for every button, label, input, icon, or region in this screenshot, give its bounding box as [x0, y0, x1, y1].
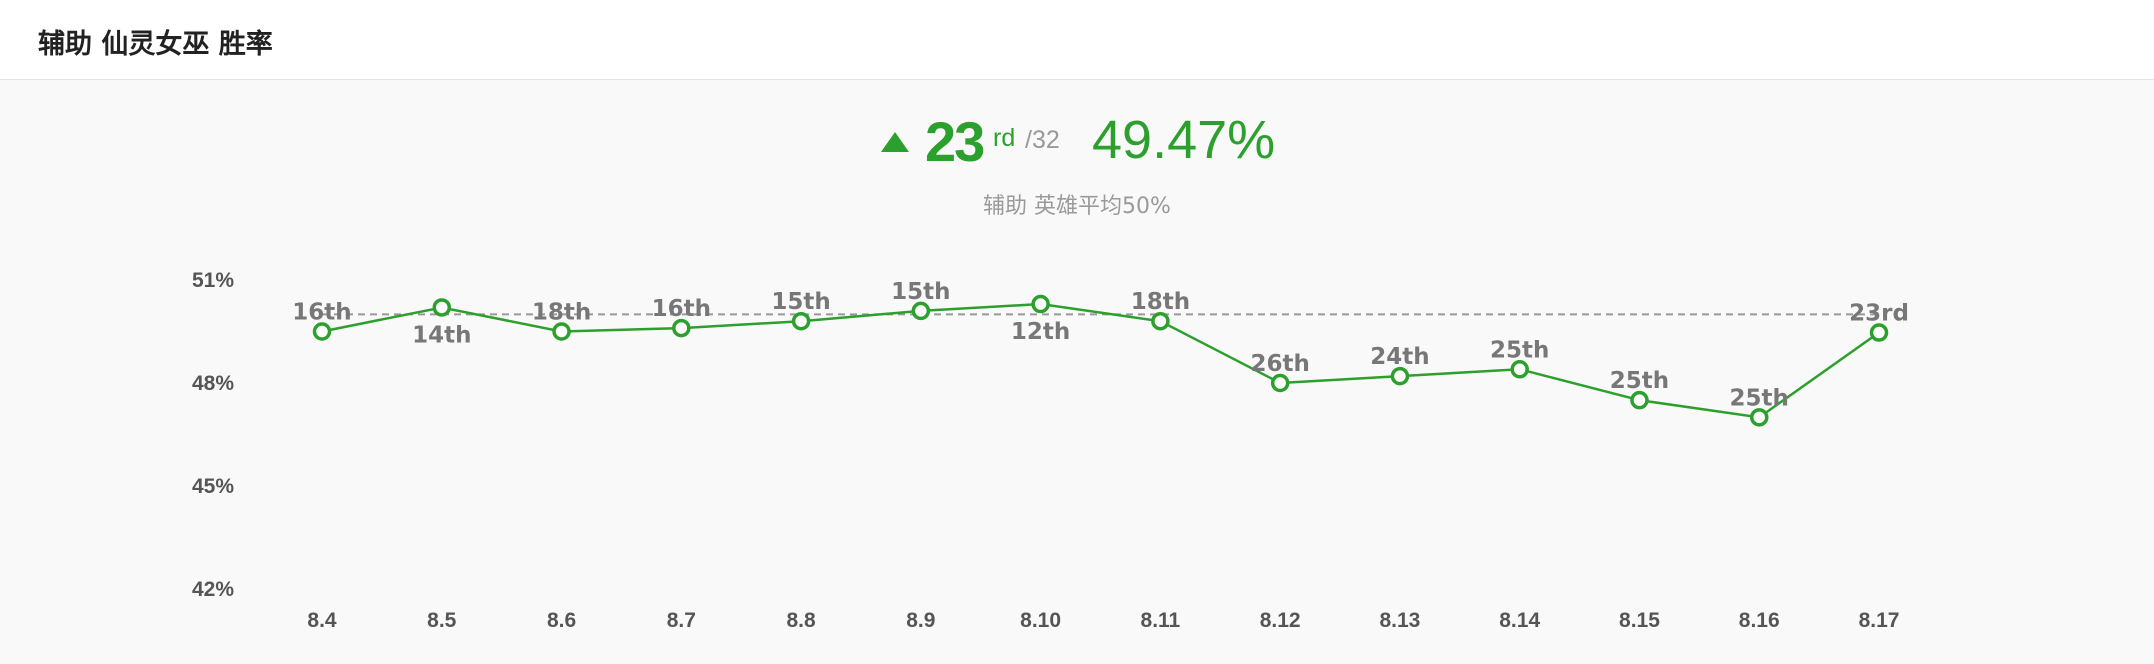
- rank-label: 12th: [1011, 319, 1070, 345]
- data-point: [1151, 311, 1170, 331]
- series-line: [321, 302, 1880, 419]
- rank-number: 23: [925, 110, 985, 173]
- x-tick-label: 8.11: [1141, 609, 1181, 632]
- data-point: [1749, 408, 1769, 427]
- rank-label: 25th: [1610, 368, 1669, 394]
- x-tick-label: 8.17: [1859, 609, 1900, 632]
- data-point: [791, 311, 811, 331]
- rank-label: 24th: [1370, 344, 1429, 370]
- x-tick-label: 8.13: [1379, 609, 1420, 632]
- x-tick-label: 8.7: [667, 609, 696, 632]
- x-tick-label: 8.10: [1020, 609, 1061, 632]
- win-rate-value: 49.47%: [1092, 110, 1276, 170]
- data-point: [672, 318, 691, 338]
- data-point: [1031, 294, 1050, 314]
- average-note: 辅助 英雄平均50%: [983, 194, 1171, 219]
- y-tick-label: 45%: [192, 475, 234, 498]
- triangle-up-icon: [881, 132, 909, 152]
- header: 辅助 仙灵女巫 胜率: [0, 0, 2154, 80]
- rank-label: 15th: [891, 279, 950, 305]
- data-point: [1390, 366, 1410, 386]
- data-point: [432, 298, 452, 317]
- x-tick-label: 8.12: [1260, 609, 1301, 632]
- rank-label: 14th: [412, 322, 471, 348]
- data-point: [1630, 390, 1649, 410]
- rank-summary: 23 rd /32 49.47%: [0, 108, 2154, 178]
- rank-label: 18th: [532, 300, 591, 326]
- rank-label: 18th: [1131, 289, 1190, 315]
- y-tick-label: 51%: [192, 269, 234, 292]
- page-title: 辅助 仙灵女巫 胜率: [38, 29, 273, 60]
- x-tick-label: 8.6: [547, 609, 576, 632]
- rank-suffix: rd: [993, 124, 1016, 152]
- rank-label: 26th: [1250, 351, 1309, 377]
- data-point: [1869, 323, 1889, 342]
- rank-label: 23rd: [1849, 301, 1909, 327]
- x-tick-label: 8.9: [906, 609, 935, 632]
- y-tick-label: 42%: [192, 578, 234, 601]
- data-point: [552, 322, 571, 341]
- data-point: [1270, 373, 1290, 393]
- x-tick-label: 8.8: [786, 609, 816, 632]
- rank-label: 16th: [292, 300, 351, 326]
- data-point: [312, 322, 332, 341]
- rank-label: 25th: [1490, 337, 1549, 363]
- x-tick-label: 8.14: [1499, 609, 1540, 632]
- data-point: [1510, 360, 1529, 379]
- rank-total: /32: [1025, 126, 1060, 154]
- rank-label: 16th: [652, 296, 711, 322]
- x-tick-label: 8.15: [1619, 609, 1660, 632]
- x-tick-label: 8.16: [1739, 609, 1780, 632]
- data-point: [911, 301, 931, 321]
- rank-label: 25th: [1730, 385, 1789, 411]
- x-tick-label: 8.4: [307, 609, 337, 632]
- rank-label: 15th: [771, 289, 830, 315]
- y-tick-label: 48%: [192, 372, 234, 395]
- x-tick-label: 8.5: [427, 609, 457, 632]
